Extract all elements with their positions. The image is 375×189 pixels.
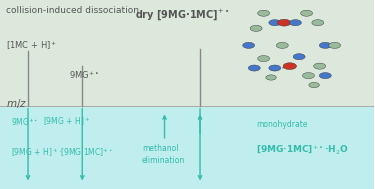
Bar bbox=[0, 0, 374, 106]
Text: 9MG$^{+\bullet}$: 9MG$^{+\bullet}$ bbox=[11, 116, 39, 128]
Text: dry [9MG·1MC]$^{+\bullet}$: dry [9MG·1MC]$^{+\bullet}$ bbox=[135, 8, 229, 22]
Text: $\mathit{m/z}$: $\mathit{m/z}$ bbox=[6, 97, 27, 109]
Circle shape bbox=[278, 19, 291, 26]
Circle shape bbox=[328, 42, 340, 48]
Bar bbox=[0, 106, 374, 189]
Circle shape bbox=[250, 25, 262, 31]
Text: methanol: methanol bbox=[142, 144, 178, 153]
Text: [9MG + H]$^+$·[9MG·1MC]$^{+\bullet}$: [9MG + H]$^+$·[9MG·1MC]$^{+\bullet}$ bbox=[11, 147, 113, 159]
Circle shape bbox=[301, 10, 313, 16]
Circle shape bbox=[243, 42, 255, 48]
Circle shape bbox=[276, 42, 288, 48]
Text: [1MC + H]$^+$: [1MC + H]$^+$ bbox=[6, 39, 57, 52]
Text: [9MG·1MC]$^{+\bullet}$·H$_2$O: [9MG·1MC]$^{+\bullet}$·H$_2$O bbox=[256, 143, 349, 156]
Circle shape bbox=[269, 65, 281, 71]
Circle shape bbox=[293, 54, 305, 60]
Text: collision-induced dissociation: collision-induced dissociation bbox=[6, 6, 139, 15]
Circle shape bbox=[283, 63, 297, 70]
Circle shape bbox=[312, 20, 324, 26]
Text: [9MG + H]$^+$: [9MG + H]$^+$ bbox=[43, 116, 90, 128]
Circle shape bbox=[290, 20, 302, 26]
Circle shape bbox=[266, 75, 276, 80]
Circle shape bbox=[320, 42, 331, 48]
Circle shape bbox=[320, 73, 331, 79]
Text: 9MG$^{+\bullet}$: 9MG$^{+\bullet}$ bbox=[69, 70, 99, 81]
Circle shape bbox=[309, 82, 320, 88]
Circle shape bbox=[258, 10, 270, 16]
Circle shape bbox=[314, 63, 326, 69]
Text: monohydrate: monohydrate bbox=[256, 120, 307, 129]
Circle shape bbox=[248, 65, 260, 71]
Circle shape bbox=[269, 20, 281, 26]
Circle shape bbox=[258, 56, 270, 62]
Text: elimination: elimination bbox=[142, 156, 185, 165]
Circle shape bbox=[303, 73, 315, 79]
